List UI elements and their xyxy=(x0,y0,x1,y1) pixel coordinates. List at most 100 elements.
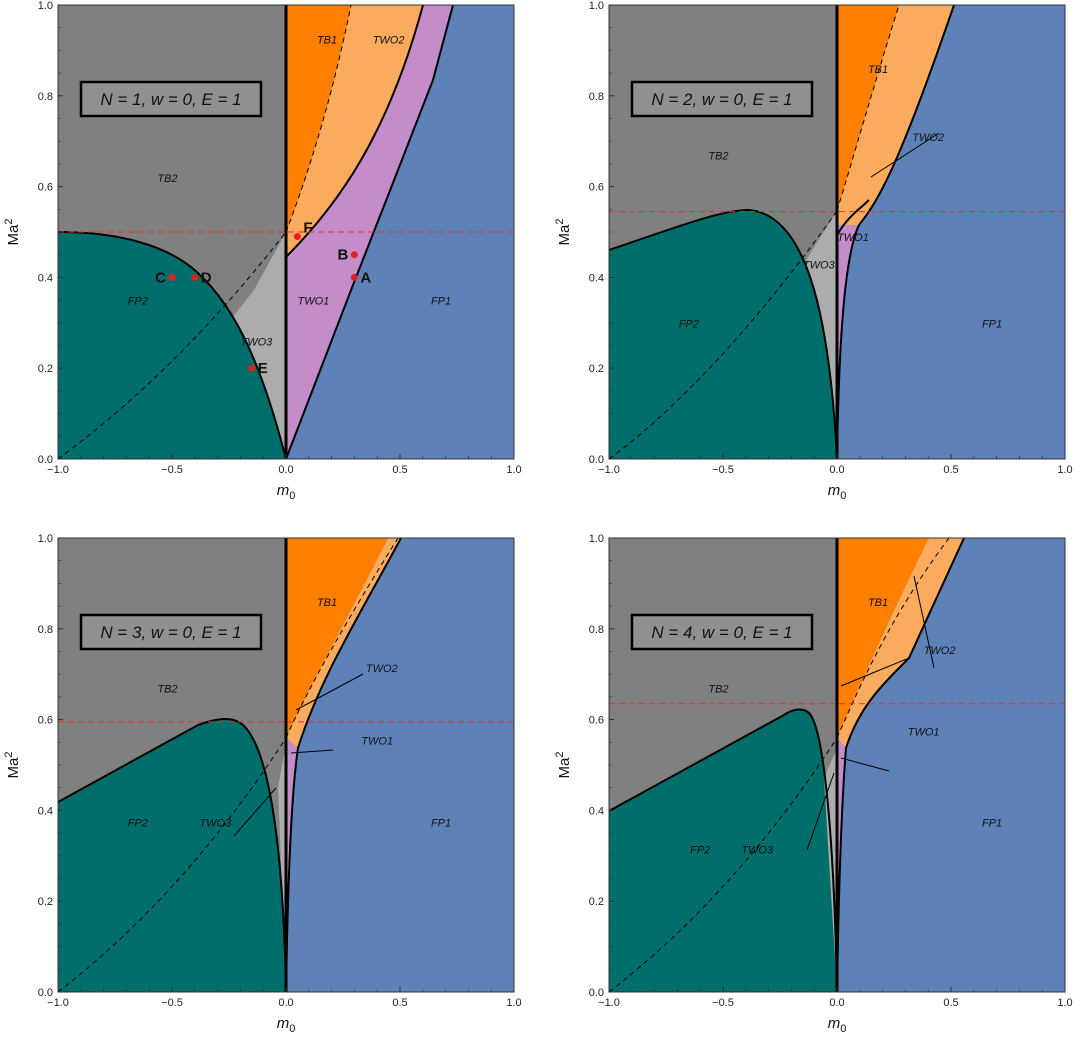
region-two1 xyxy=(286,738,298,992)
y-tick-label: 1.0 xyxy=(589,533,604,545)
region-two3 xyxy=(824,748,837,992)
y-axis-label: Ma2 xyxy=(554,752,573,779)
dashed-boundary-2 xyxy=(609,210,838,459)
region-label-two1: TWO1 xyxy=(297,296,329,308)
boundary-fp1 xyxy=(285,538,402,992)
x-tick-label: 1.0 xyxy=(1057,997,1072,1009)
point-label-f: F xyxy=(303,220,312,237)
boundary-fp2 xyxy=(609,708,838,992)
region-label-two3: TWO3 xyxy=(803,259,836,271)
y-axis-label: Ma2 xyxy=(554,219,573,246)
y-tick-label: 0.6 xyxy=(589,182,604,194)
region-label-two2: TWO2 xyxy=(373,35,405,47)
region-label-two2: TWO2 xyxy=(912,132,944,144)
dashed-boundary-2 xyxy=(58,231,287,459)
boundary-fp2 xyxy=(609,208,838,459)
point-d xyxy=(191,273,199,281)
x-axis-label: m0 xyxy=(828,482,847,502)
region-label-fp2: FP2 xyxy=(128,817,148,829)
x-tick-label: 0.5 xyxy=(392,464,407,476)
boundary-two1 xyxy=(836,199,870,236)
y-tick-label: 1.0 xyxy=(38,533,53,545)
x-tick-label: −1.0 xyxy=(598,464,620,476)
region-two2 xyxy=(286,5,423,257)
region-label-tb2: TB2 xyxy=(157,683,177,695)
region-label-tb1: TB1 xyxy=(868,64,888,76)
region-tb1 xyxy=(286,5,351,232)
point-label-a: A xyxy=(360,269,371,286)
panel-1-overlay: −1.0 −0.5 0.0 0.5 1.0 0.0 0.2 0.4 0.6 0.8 1.0 m0 Ma2… xyxy=(3,0,522,502)
pointer-line-two1 xyxy=(290,749,334,754)
x-tick-label: 1.0 xyxy=(506,464,521,476)
region-label-fp1: FP1 xyxy=(431,296,451,308)
x-tick-label: 0.0 xyxy=(278,464,293,476)
boundary-fp2 xyxy=(58,718,287,992)
boundary-fp1 xyxy=(836,538,965,992)
y-tick-label: 0.8 xyxy=(589,91,604,103)
region-fp2 xyxy=(58,718,286,992)
pointer-line-two2b xyxy=(913,575,935,669)
dashed-boundary xyxy=(836,538,950,739)
dashed-boundary-2 xyxy=(58,737,287,992)
x-tick-label: 0.0 xyxy=(829,997,844,1009)
region-two1 xyxy=(837,738,846,992)
parameter-box xyxy=(79,80,263,118)
region-label-two2: TWO2 xyxy=(366,663,398,675)
parameter-box xyxy=(79,613,263,651)
region-label-tb1: TB1 xyxy=(317,597,337,609)
region-label-fp2: FP2 xyxy=(690,845,710,857)
region-label-two2: TWO2 xyxy=(924,645,956,657)
parameter-box-text: N = 1, w = 0, E = 1 xyxy=(100,90,241,109)
pointer-line-two1 xyxy=(840,757,890,772)
y-tick-label: 0.2 xyxy=(589,896,604,908)
y-tick-label: 0.8 xyxy=(589,624,604,636)
y-tick-label: 0.6 xyxy=(38,715,53,727)
boundary-two1 xyxy=(285,5,424,258)
boundary-fp2 xyxy=(58,231,287,459)
panel-n2 xyxy=(609,5,1065,459)
region-label-fp2: FP2 xyxy=(679,318,699,330)
y-tick-label: 0.2 xyxy=(38,896,53,908)
point-label-c: C xyxy=(155,269,166,286)
y-tick-label: 0.4 xyxy=(38,805,53,817)
x-tick-label: −0.5 xyxy=(712,997,734,1009)
region-label-fp1: FP1 xyxy=(431,817,451,829)
region-tb1 xyxy=(286,538,388,738)
region-label-two3: TWO3 xyxy=(199,817,232,829)
y-tick-label: 0.0 xyxy=(589,454,604,466)
parameter-box-text: N = 4, w = 0, E = 1 xyxy=(651,623,792,642)
parameter-box xyxy=(630,613,814,651)
y-tick-label: 0.2 xyxy=(589,363,604,375)
pointer-line-two3 xyxy=(233,787,277,837)
y-tick-label: 0.2 xyxy=(38,363,53,375)
y-axis-label: Ma2 xyxy=(3,752,22,779)
parameter-box-text: N = 2, w = 0, E = 1 xyxy=(651,90,792,109)
x-tick-label: −0.5 xyxy=(712,464,734,476)
x-tick-label: −1.0 xyxy=(47,464,69,476)
y-tick-label: 0.8 xyxy=(38,91,53,103)
x-axis-label: m0 xyxy=(828,1015,847,1035)
region-label-fp1: FP1 xyxy=(982,817,1002,829)
x-tick-label: −1.0 xyxy=(47,997,69,1009)
x-tick-label: 0.0 xyxy=(278,997,293,1009)
region-two2 xyxy=(837,5,954,225)
region-two2 xyxy=(837,538,964,748)
x-tick-label: 0.0 xyxy=(829,464,844,476)
y-tick-label: 0.0 xyxy=(38,454,53,466)
region-tb1 xyxy=(837,538,929,738)
region-tb1 xyxy=(837,5,899,211)
point-c xyxy=(168,273,176,281)
panel-n3 xyxy=(58,538,514,992)
x-tick-label: −0.5 xyxy=(161,464,183,476)
y-tick-label: 0.6 xyxy=(38,182,53,194)
x-axis-label: m0 xyxy=(277,1015,296,1035)
y-tick-label: 0.6 xyxy=(589,715,604,727)
y-tick-label: 0.8 xyxy=(38,624,53,636)
pointer-line-two3 xyxy=(806,772,835,851)
region-label-tb1: TB1 xyxy=(868,597,888,609)
x-tick-label: 0.5 xyxy=(943,997,958,1009)
point-e xyxy=(248,364,256,372)
region-label-two3: TWO3 xyxy=(741,845,774,857)
region-label-two1: TWO1 xyxy=(908,726,940,738)
